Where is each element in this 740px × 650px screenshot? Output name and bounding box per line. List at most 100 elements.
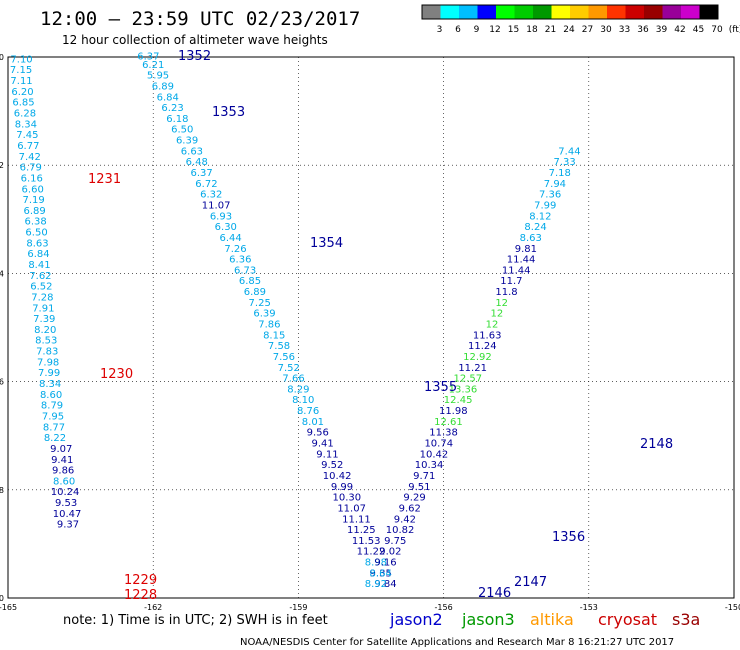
swh-value-label: 8.41 [28,260,50,271]
swh-value-label: 11.38 [429,428,458,439]
legend-label: 6 [455,25,461,35]
swh-value-label: 10.30 [332,493,361,504]
swh-value-label: 8.63 [520,233,542,244]
legend-swatch [588,5,607,19]
swh-value-label: 6.48 [186,157,208,168]
swh-value-label: 7.62 [29,271,51,282]
x-tick-label: -156 [435,603,453,612]
swh-value-label: 9.02 [379,547,401,558]
swh-value-label: 8.60 [40,390,62,401]
swh-value-label: 5.95 [147,71,169,82]
legend-swatch [607,5,626,19]
swh-value-label: 8.15 [263,330,285,341]
swh-value-label: 9.53 [55,498,77,509]
swh-value-label: 7.86 [258,320,280,331]
swh-value-label: 11.11 [342,514,371,525]
y-tick-label: -48 [0,486,4,495]
legend-swatch [662,5,681,19]
data-labels: 7.107.157.116.206.856.288.347.456.777.42… [10,52,581,590]
y-tick-label: -50 [0,594,4,603]
legend-swatch [440,5,459,19]
swh-value-label: 6.60 [22,184,44,195]
swh-value-label: 8.92 [365,579,387,590]
swh-value-label: 9.35 [370,568,392,579]
swh-value-label: 8.29 [287,384,309,395]
swh-value-label: 11.22 [357,547,386,558]
chart-subtitle: 12 hour collection of altimeter wave hei… [62,33,328,47]
legend-label: 45 [693,25,704,35]
pass-number-label: 1352 [178,49,211,64]
swh-value-label: 9.86 [52,466,74,477]
swh-value-label: 9.51 [408,482,430,493]
y-tick-label: -42 [0,161,4,170]
legend-label: 24 [563,25,575,35]
swh-value-label: 6.44 [220,233,242,244]
y-tick-label: -40 [0,53,4,62]
swh-value-label: 10.42 [420,449,449,460]
swh-value-label: 7.99 [534,200,556,211]
x-tick-label: -150 [725,603,740,612]
chart-title: 12:00 – 23:59 UTC 02/23/2017 [40,8,360,30]
swh-value-label: 6.85 [239,276,261,287]
satellite-jason3: jason3 [461,610,515,629]
swh-value-label: 6.23 [161,103,183,114]
swh-value-label: 9.84 [374,579,396,590]
swh-value-label: 12.57 [453,374,482,385]
swh-value-label: 10.47 [53,509,82,520]
pass-number-label: 1229 [124,573,157,588]
swh-value-label: 9.29 [403,493,425,504]
swh-value-label: 6.89 [244,287,266,298]
swh-value-label: 8.20 [34,325,56,336]
pass-number-label: 1231 [88,172,121,187]
swh-value-label: 6.18 [166,114,188,125]
swh-value-label: 11.07 [202,200,231,211]
legend-label: (ft) [729,25,740,35]
swh-value-label: 11.53 [352,536,381,547]
swh-value-label: 12 [490,309,503,320]
swh-value-label: 11.44 [502,265,531,276]
swh-value-label: 7.15 [10,65,32,76]
legend-label: 36 [637,25,649,35]
swh-value-label: 6.93 [210,211,232,222]
pass-number-label: 1354 [310,236,343,251]
swh-value-label: 11.24 [468,341,497,352]
swh-value-label: 6.30 [215,222,237,233]
swh-value-label: 6.38 [24,217,46,228]
swh-value-label: 8.10 [292,395,314,406]
swh-value-label: 9.56 [307,428,329,439]
swh-value-label: 7.95 [42,411,64,422]
swh-value-label: 7.45 [16,130,38,141]
legend-label: 15 [508,25,519,35]
swh-value-label: 9.41 [51,455,73,466]
swh-value-label: 7.44 [558,146,580,157]
swh-value-label: 10.42 [323,471,352,482]
pass-number-label: 2148 [640,437,673,452]
legend-label: 12 [489,25,500,35]
swh-value-label: 9.42 [394,514,416,525]
legend-swatch [681,5,700,19]
grid-lines [8,57,734,598]
swh-value-label: 8.12 [529,211,551,222]
swh-value-label: 8.98 [365,558,387,569]
swh-value-label: 11.07 [337,503,366,514]
footer-credit: NOAA/NESDIS Center for Satellite Applica… [240,637,674,648]
swh-value-label: 11.21 [458,363,487,374]
swh-value-label: 11.63 [473,330,502,341]
legend-swatch [477,5,496,19]
swh-value-label: 12.61 [434,417,463,428]
swh-value-label: 9.75 [384,536,406,547]
pass-number-label: 1355 [424,380,457,395]
swh-value-label: 12.45 [444,395,473,406]
footer-note: note: 1) Time is in UTC; 2) SWH is in fe… [63,613,328,628]
swh-value-label: 9.37 [57,520,79,531]
legend-swatch [625,5,644,19]
swh-value-label: 12 [495,298,508,309]
swh-value-label: 6.63 [181,146,203,157]
swh-value-label: 8.76 [297,406,319,417]
legend-label: 39 [656,25,668,35]
swh-value-label: 11.8 [495,287,517,298]
swh-value-label: 6.36 [229,255,251,266]
swh-value-label: 6.84 [27,249,49,260]
